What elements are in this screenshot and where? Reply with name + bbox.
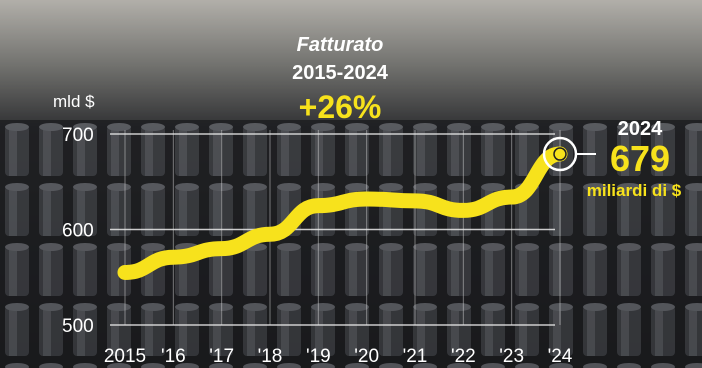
series-line	[117, 146, 568, 280]
x-tick-label: '22	[451, 346, 476, 367]
x-tick-label: 2015	[104, 346, 146, 367]
gridlines	[110, 130, 561, 326]
headline-change: +26%	[299, 89, 382, 125]
callout-year: 2024	[618, 118, 663, 140]
x-tick-label: '17	[209, 346, 234, 367]
x-tick-label: '19	[306, 346, 331, 367]
x-tick-label: '23	[499, 346, 524, 367]
x-tick-label: '20	[354, 346, 379, 367]
x-tick-label: '24	[548, 346, 573, 367]
headline-period: 2015-2024	[292, 62, 389, 84]
callout-value: 679	[610, 138, 670, 179]
x-tick-labels: 2015 '16 '17 '18 '19 '20 '21 '22 '23 '24	[104, 346, 573, 367]
headline: Fatturato 2015-2024 +26%	[292, 34, 389, 125]
x-tick-label: '16	[161, 346, 186, 367]
x-tick-label: '18	[258, 346, 283, 367]
y-axis-label: mld $	[53, 92, 95, 111]
y-tick-label: 700	[62, 125, 94, 146]
last-point-callout: 2024 679 miliardi di $	[576, 118, 682, 200]
headline-title: Fatturato	[297, 34, 384, 56]
last-point-marker	[553, 147, 567, 161]
y-tick-labels: 500 600 700	[62, 125, 94, 337]
x-tick-label: '21	[403, 346, 428, 367]
y-tick-label: 600	[62, 221, 94, 242]
callout-unit: miliardi di $	[587, 181, 682, 200]
y-tick-label: 500	[62, 316, 94, 337]
